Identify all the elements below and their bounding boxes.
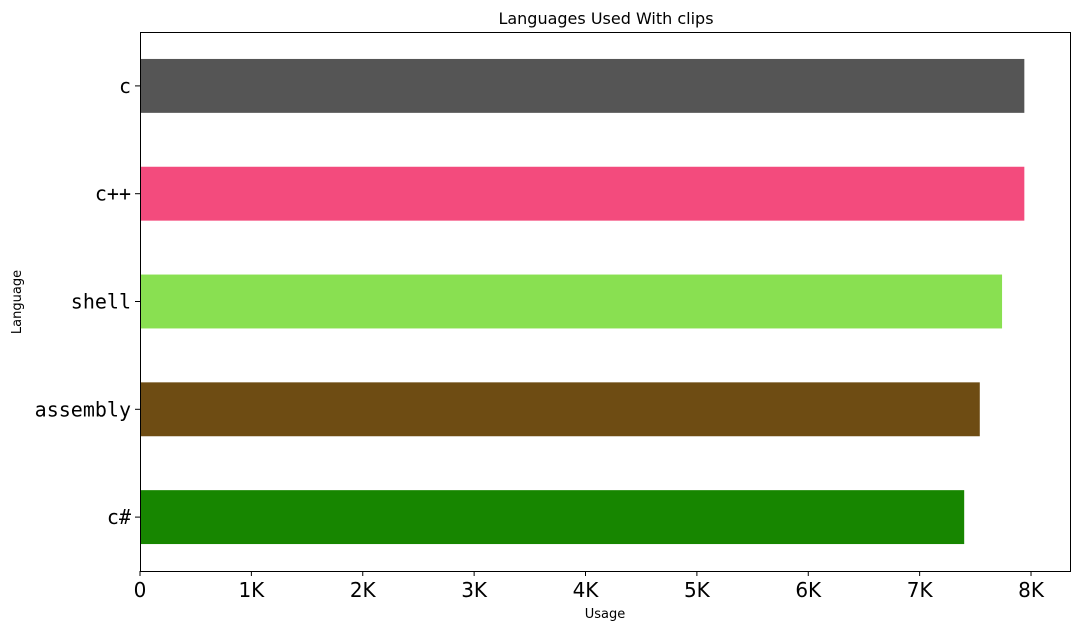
x-tick-label: 4K [573,578,600,602]
x-axis-label: Usage [585,607,626,622]
x-tick-label: 3K [461,578,488,602]
y-axis-label: Language [10,270,25,334]
bars-group [140,58,1025,545]
plot-frame [140,32,1071,572]
bar-c++ [140,166,1025,221]
bar-c [140,58,1025,113]
y-tick-label: c# [107,505,131,529]
bar-shell [140,274,1003,329]
x-tick-label: 2K [350,578,377,602]
x-tick-label: 0 [134,578,147,602]
chart-title: Languages Used With clips [498,9,713,28]
bar-c# [140,490,965,545]
y-tick-label: assembly [35,397,131,421]
y-tick-label: c [119,74,131,98]
y-tick-label: shell [71,290,131,314]
x-tick-label: 1K [238,578,265,602]
x-tick-label: 6K [795,578,822,602]
x-tick-label: 8K [1018,578,1045,602]
x-tick-label: 7K [907,578,934,602]
x-axis-ticks: 0 1K 2K 3K 4K 5K 6K 7K 8K [134,571,1045,602]
y-axis-ticks: c c++ shell assembly c# [35,74,140,529]
x-tick-label: 5K [684,578,711,602]
bar-assembly [140,382,980,437]
y-tick-label: c++ [95,182,131,206]
